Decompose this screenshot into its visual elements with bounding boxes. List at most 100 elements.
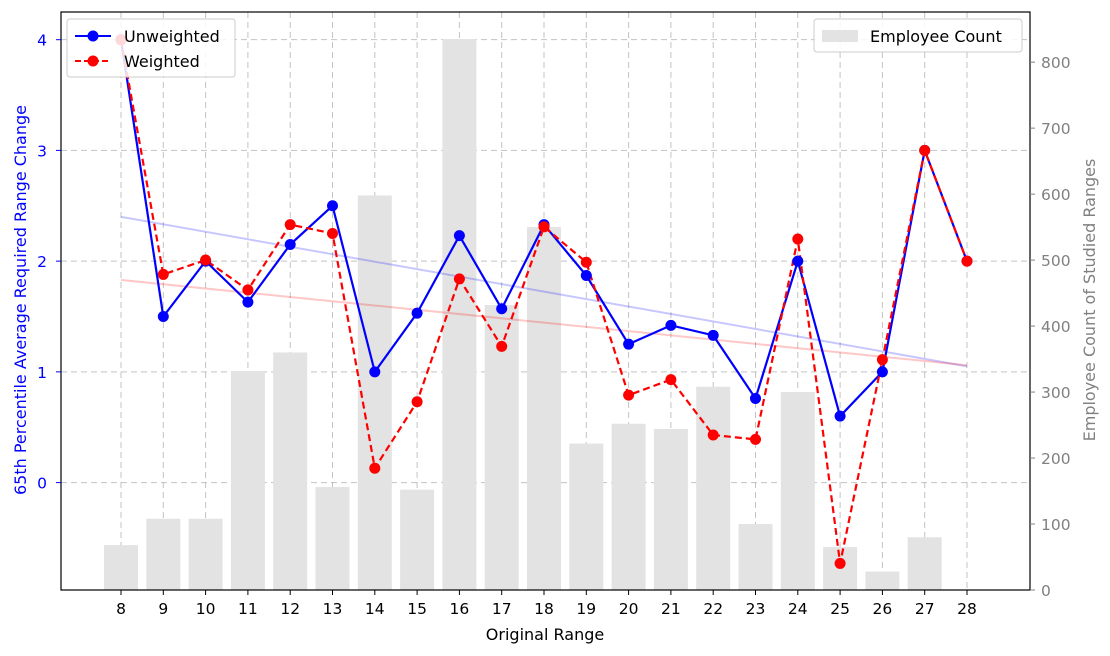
bar-layer [104, 39, 942, 591]
series-point-unweighted [157, 311, 169, 323]
plot-frame [60, 11, 1031, 591]
series-point-weighted [919, 144, 931, 156]
x-tick-label: 27 [915, 600, 935, 618]
x-axis-title: Original Range [486, 625, 604, 644]
series-point-weighted [157, 268, 169, 280]
legend-employee-count-label: Employee Count [870, 27, 1002, 46]
x-tick-label: 8 [116, 600, 126, 618]
series-point-weighted [242, 284, 254, 296]
legend-bars-box [813, 18, 1023, 53]
series-point-unweighted [580, 270, 592, 282]
tick-layer: 8 9 10 11 12 13 14 15 16 17 18 19 20 21 22 23 24 25 26 27 28… [37, 32, 1070, 618]
y-axis-left-title: 65th Percentile Average Required Range C… [11, 105, 30, 495]
series-point-weighted [538, 221, 550, 233]
series-point-unweighted [707, 329, 719, 341]
series-point-weighted [580, 256, 592, 268]
y-right-tick-label: 300 [1041, 384, 1071, 402]
x-tick-label: 24 [788, 600, 808, 618]
legend-lines-box [66, 18, 236, 78]
y-right-tick-label: 800 [1041, 54, 1071, 72]
y-left-tick-label: 4 [37, 32, 47, 50]
series-point-weighted [411, 396, 423, 408]
x-tick-label: 9 [158, 600, 168, 618]
series-point-weighted [707, 429, 719, 441]
x-tick-label: 28 [957, 600, 977, 618]
x-tick-label: 23 [746, 600, 766, 618]
employee-count-bar [146, 518, 181, 590]
series-point-unweighted [284, 239, 296, 251]
series-point-unweighted [834, 410, 846, 422]
legend-lines: Unweighted Weighted [66, 18, 236, 78]
y-right-tick-label: 200 [1041, 450, 1071, 468]
legend-weighted-swatch-marker [87, 55, 99, 67]
series-point-weighted [834, 557, 846, 569]
y-left-tick-label: 3 [37, 142, 47, 160]
trend-layer [120, 215, 968, 368]
series-line-weighted [119, 39, 969, 564]
employee-count-bar [738, 524, 773, 590]
employee-count-bar [188, 518, 223, 590]
series-point-unweighted [496, 303, 508, 315]
legend-weighted-label: Weighted [124, 52, 200, 71]
x-tick-label: 10 [196, 600, 216, 618]
series-point-unweighted [453, 230, 465, 242]
trendline-unweighted [120, 215, 968, 368]
y-right-tick-label: 600 [1041, 186, 1071, 204]
x-tick-label: 17 [492, 600, 512, 618]
series-point-unweighted [750, 392, 761, 404]
series-point-unweighted [876, 366, 888, 378]
legend-unweighted-swatch-marker [87, 30, 99, 42]
employee-count-bar [907, 537, 942, 590]
series-point-weighted [750, 433, 761, 445]
y-left-tick-label: 0 [37, 475, 47, 493]
employee-count-bar [104, 545, 138, 590]
employee-count-bar [653, 429, 688, 590]
employee-count-bar [484, 304, 519, 590]
series-point-unweighted [792, 255, 804, 267]
series-point-unweighted [665, 319, 677, 331]
trendline-weighted [120, 278, 968, 367]
employee-count-bar [569, 443, 604, 590]
x-tick-label: 22 [703, 600, 723, 618]
y-axis-right-title: Employee Count of Studied Ranges [1080, 159, 1099, 442]
x-tick-label: 26 [873, 600, 893, 618]
y-right-tick-label: 500 [1041, 252, 1071, 270]
x-tick-label: 12 [280, 600, 300, 618]
employee-count-bar [780, 392, 815, 590]
y-right-tick-label: 0 [1041, 582, 1051, 600]
series-point-weighted [623, 389, 635, 401]
legend-employee-count-swatch [822, 30, 858, 42]
series-point-weighted [665, 374, 677, 386]
series-point-weighted [961, 255, 973, 267]
series-point-unweighted [369, 366, 381, 378]
legend-unweighted-label: Unweighted [124, 27, 220, 46]
series-point-unweighted [411, 307, 423, 319]
series-point-weighted [876, 354, 888, 366]
y-right-tick-label: 100 [1041, 516, 1071, 534]
employee-count-bar [273, 352, 308, 590]
x-tick-label: 15 [407, 600, 427, 618]
y-left-tick-label: 2 [37, 253, 47, 271]
x-tick-label: 11 [238, 600, 258, 618]
y-left-tick-label: 1 [37, 364, 47, 382]
employee-count-bar [527, 227, 561, 590]
series-point-weighted [284, 219, 296, 231]
employee-count-bar [696, 386, 731, 590]
series-point-weighted [792, 233, 804, 245]
series-point-weighted [453, 273, 465, 285]
x-tick-label: 16 [450, 600, 470, 618]
employee-count-bar [865, 571, 900, 590]
series-point-unweighted [327, 200, 338, 212]
x-tick-label: 20 [619, 600, 639, 618]
x-tick-label: 18 [534, 600, 554, 618]
employee-count-bar [400, 489, 435, 590]
series-point-weighted [200, 254, 212, 266]
x-tick-label: 13 [323, 600, 343, 618]
x-tick-label: 21 [661, 600, 681, 618]
series-point-weighted [496, 340, 508, 352]
employee-count-bar [611, 423, 646, 590]
x-tick-label: 14 [365, 600, 385, 618]
y-right-tick-label: 400 [1041, 318, 1071, 336]
series-point-weighted [369, 462, 381, 474]
